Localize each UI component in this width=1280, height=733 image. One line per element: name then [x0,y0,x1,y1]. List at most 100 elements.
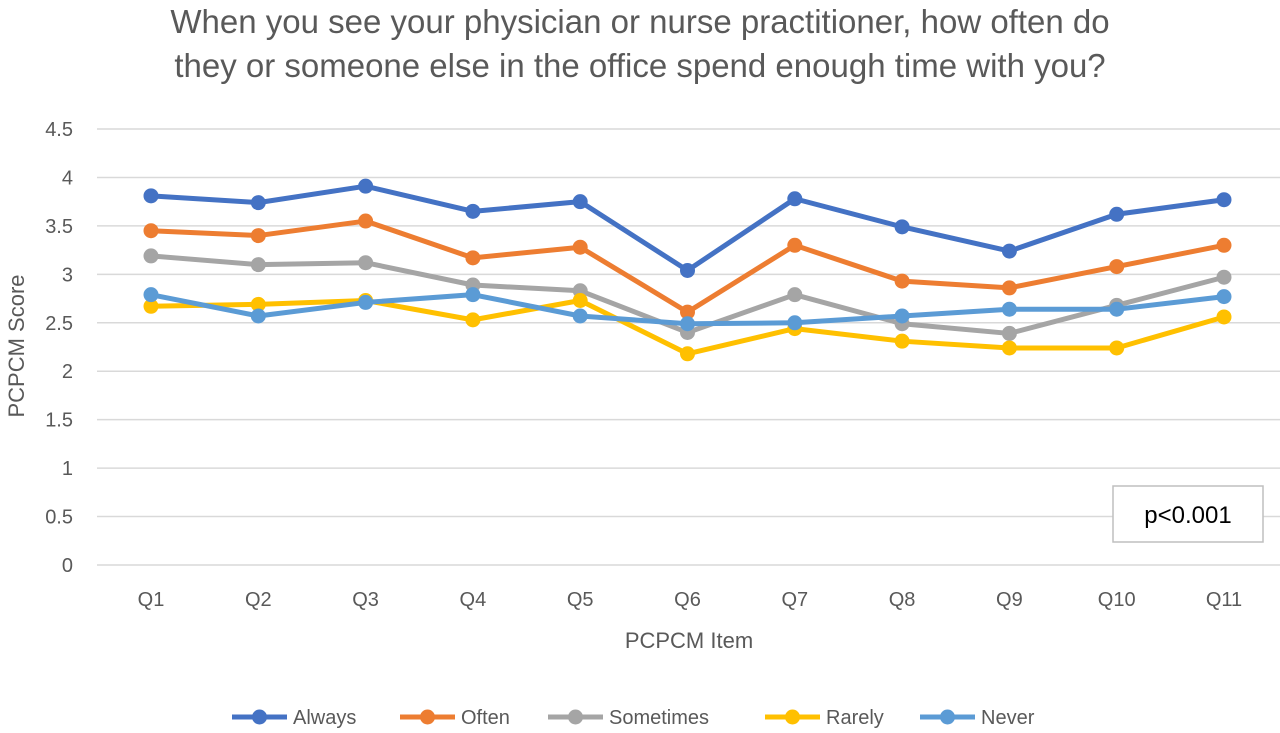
data-point [1109,340,1125,356]
data-point [358,178,374,194]
x-tick-label: Q10 [1098,589,1136,611]
data-point [572,194,588,210]
data-point [1001,243,1017,259]
data-point [1109,206,1125,222]
data-point [680,262,695,278]
data-point [358,213,374,229]
x-axis-title: PCPCM Item [625,628,753,653]
series-never [143,287,1232,332]
x-tick-label: Q8 [889,589,916,611]
legend-swatch-marker [420,709,435,725]
data-point [680,304,695,320]
x-tick-label: Q4 [460,589,487,611]
y-tick-label: 3 [62,264,73,286]
data-point [1001,280,1017,296]
data-point [143,287,159,303]
y-tick-label: 1 [62,458,73,480]
data-point [572,239,588,255]
legend-label: Rarely [826,707,884,729]
legend-item-rarely: Rarely [765,707,884,729]
data-point [250,296,266,312]
data-point [1216,269,1232,285]
legend-swatch-marker [940,709,955,725]
data-point [465,287,481,303]
data-point [894,308,910,324]
data-point [1216,289,1232,305]
data-point [143,188,159,204]
legend-label: Often [461,707,510,729]
legend-item-never: Never [920,707,1035,729]
data-point [894,333,910,349]
series-always [143,178,1232,278]
data-point [465,312,481,328]
y-axis-ticks: 0 0.5 1 1.5 2 2.5 3 3.5 4 4.5 [45,119,73,577]
chart-title: When you see your physician or nurse pra… [0,0,1280,88]
x-tick-label: Q3 [352,589,379,611]
data-point [1216,309,1232,325]
data-point [1001,340,1017,356]
p-value-annotation: p<0.001 [1144,502,1231,529]
data-point [787,191,803,207]
x-tick-label: Q9 [996,589,1023,611]
data-point [787,315,803,331]
data-point [250,257,266,273]
data-point [572,292,588,308]
data-point [465,203,481,219]
data-point [1109,301,1125,317]
legend: Always Often Sometimes Rarely Never [232,707,1035,729]
x-tick-label: Q7 [781,589,808,611]
legend-label: Sometimes [609,707,709,729]
legend-label: Never [981,707,1035,729]
series-rarely [143,292,1232,362]
data-point [250,195,266,211]
y-tick-label: 4 [62,167,73,189]
p-value-box: p<0.001 [1112,485,1264,543]
data-point [465,250,481,266]
series-often [143,213,1232,320]
data-point [143,223,159,239]
data-point [787,287,803,303]
legend-swatch-marker [252,709,267,725]
chart-title-line-1: When you see your physician or nurse pra… [170,3,1110,40]
y-tick-label: 3.5 [45,216,73,238]
x-tick-label: Q11 [1206,589,1242,611]
series-group [143,178,1232,362]
data-point [1216,237,1232,253]
legend-item-always: Always [232,707,356,729]
y-tick-label: 4.5 [45,119,73,141]
x-tick-label: Q1 [138,589,165,611]
chart-title-line-2: they or someone else in the office spend… [174,47,1106,84]
data-point [358,255,374,271]
legend-swatch-marker [785,709,800,725]
x-tick-label: Q2 [245,589,272,611]
data-point [143,298,159,314]
legend-item-sometimes: Sometimes [548,707,709,729]
data-point [572,308,588,324]
y-tick-label: 1.5 [45,410,73,432]
data-point [1109,259,1125,275]
x-tick-label: Q5 [567,589,594,611]
data-point [358,294,374,310]
data-point [894,219,910,235]
data-point [1001,301,1017,317]
data-point [787,237,803,253]
y-tick-label: 2 [62,361,73,383]
data-point [680,346,695,362]
y-tick-label: 0 [62,555,73,577]
data-point [1001,325,1017,341]
y-axis-title: PCPCM Score [4,274,29,417]
y-tick-label: 2.5 [45,313,73,335]
data-point [250,228,266,244]
legend-swatch-marker [568,709,583,725]
p-value-box-frame [1112,485,1264,543]
x-axis-ticks: Q1 Q2 Q3 Q4 Q5 Q6 Q7 Q8 Q9 Q10 Q11 [138,589,1243,611]
legend-item-often: Often [400,707,510,729]
legend-label: Always [293,707,356,729]
data-point [143,248,159,264]
data-point [680,316,695,332]
data-point [894,273,910,289]
x-tick-label: Q6 [674,589,701,611]
data-point [250,308,266,324]
